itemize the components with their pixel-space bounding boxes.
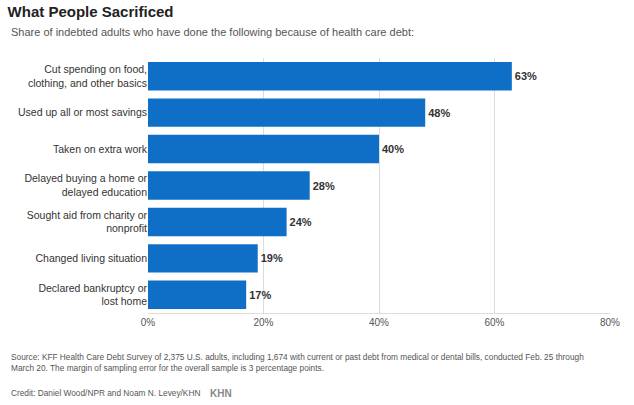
svg-text:Sought aid from charity ornonp: Sought aid from charity ornonprofit [27, 209, 148, 235]
svg-text:28%: 28% [313, 180, 335, 192]
svg-text:Cut spending on food,clothing,: Cut spending on food,clothing, and other… [28, 63, 147, 89]
svg-text:60%: 60% [484, 317, 504, 328]
svg-text:Source: KFF Health Care Debt S: Source: KFF Health Care Debt Survey of 2… [11, 352, 584, 373]
svg-text:0%: 0% [141, 317, 156, 328]
svg-text:20%: 20% [253, 317, 273, 328]
svg-text:Delayed buying a home ordelaye: Delayed buying a home ordelayed educatio… [24, 172, 147, 198]
svg-text:40%: 40% [369, 317, 389, 328]
svg-text:40%: 40% [382, 143, 404, 155]
svg-text:Taken on extra work: Taken on extra work [53, 143, 148, 155]
svg-text:Declared bankruptcy orlost hom: Declared bankruptcy orlost home [38, 282, 147, 308]
svg-text:17%: 17% [249, 289, 271, 301]
svg-text:63%: 63% [515, 70, 537, 82]
svg-text:Credit: Daniel Wood/NPR and No: Credit: Daniel Wood/NPR and Noam N. Leve… [11, 388, 200, 398]
svg-text:Changed living situation: Changed living situation [36, 252, 148, 264]
svg-text:80%: 80% [600, 317, 620, 328]
svg-text:KHN: KHN [210, 388, 232, 399]
svg-text:Used up all or most savings: Used up all or most savings [18, 106, 147, 118]
svg-text:What People Sacrificed: What People Sacrificed [8, 3, 174, 20]
svg-text:24%: 24% [290, 216, 312, 228]
svg-text:48%: 48% [428, 107, 450, 119]
svg-text:19%: 19% [261, 252, 283, 264]
svg-text:Share of indebted adults who h: Share of indebted adults who have done t… [11, 26, 414, 38]
